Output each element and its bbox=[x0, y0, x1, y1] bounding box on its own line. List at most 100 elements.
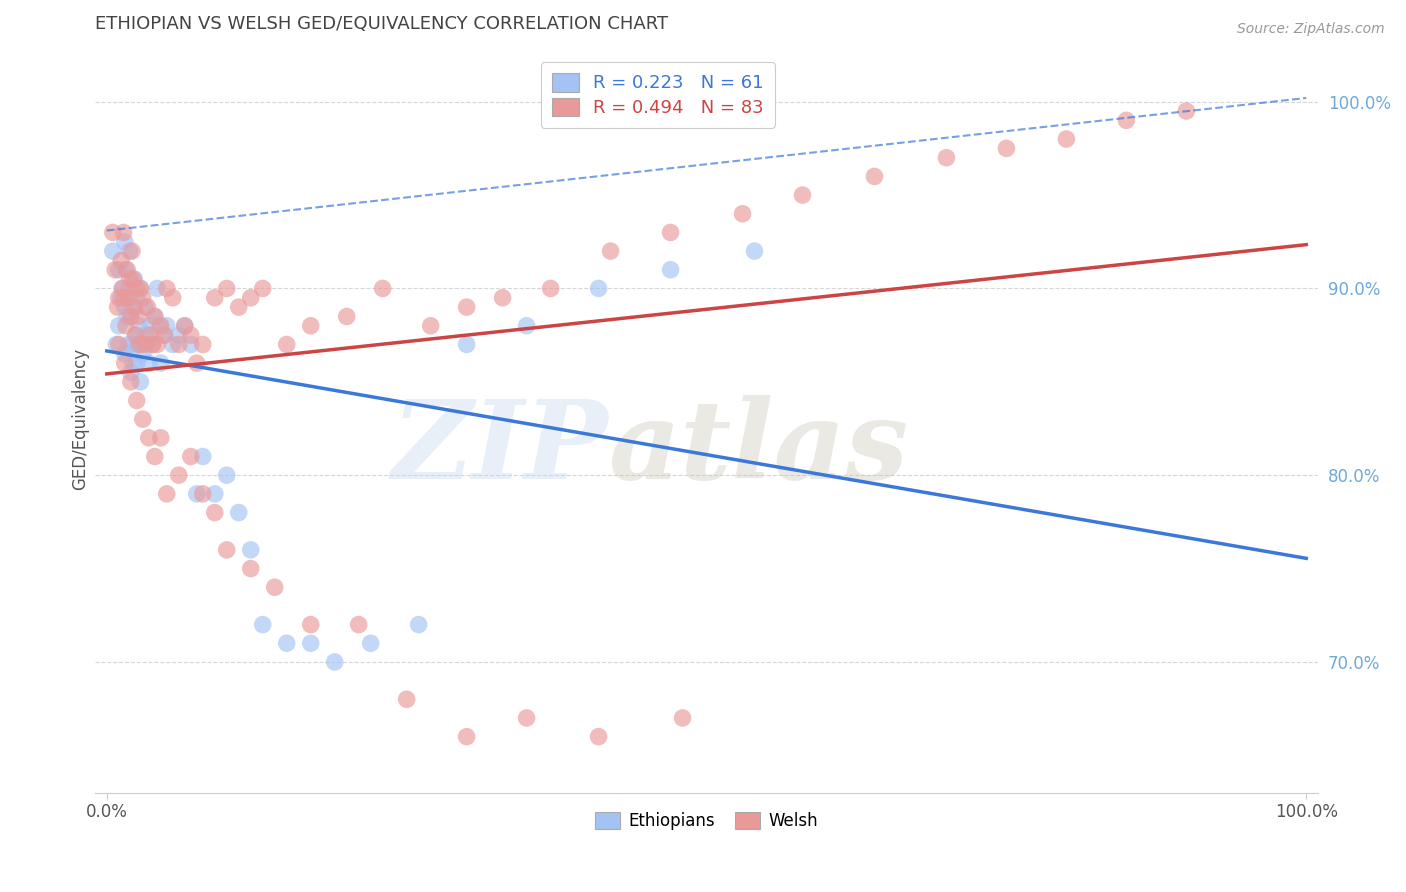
Point bbox=[101, 226, 124, 240]
Point bbox=[204, 487, 226, 501]
Point bbox=[180, 328, 202, 343]
Point bbox=[115, 310, 138, 324]
Point bbox=[110, 253, 132, 268]
Point bbox=[139, 318, 162, 333]
Point bbox=[117, 337, 139, 351]
Point bbox=[731, 207, 754, 221]
Point bbox=[456, 300, 478, 314]
Point bbox=[540, 281, 562, 295]
Point bbox=[149, 356, 172, 370]
Point bbox=[149, 431, 172, 445]
Point bbox=[107, 262, 129, 277]
Point bbox=[1175, 103, 1198, 118]
Point bbox=[239, 561, 262, 575]
Point bbox=[173, 318, 195, 333]
Point bbox=[117, 291, 139, 305]
Point bbox=[186, 487, 208, 501]
Point bbox=[114, 300, 136, 314]
Point bbox=[408, 617, 430, 632]
Point bbox=[104, 262, 127, 277]
Point bbox=[299, 318, 322, 333]
Point bbox=[252, 281, 274, 295]
Point bbox=[129, 375, 152, 389]
Point bbox=[191, 487, 214, 501]
Point bbox=[125, 281, 148, 295]
Point bbox=[162, 291, 184, 305]
Point bbox=[135, 328, 157, 343]
Point bbox=[323, 655, 346, 669]
Point bbox=[132, 412, 155, 426]
Point bbox=[228, 506, 250, 520]
Point bbox=[180, 337, 202, 351]
Point bbox=[124, 328, 146, 343]
Point bbox=[125, 356, 148, 370]
Point bbox=[122, 272, 145, 286]
Text: atlas: atlas bbox=[609, 395, 908, 503]
Point bbox=[395, 692, 418, 706]
Point bbox=[125, 393, 148, 408]
Point bbox=[792, 188, 814, 202]
Point bbox=[107, 318, 129, 333]
Point bbox=[139, 328, 162, 343]
Point bbox=[252, 617, 274, 632]
Point bbox=[124, 328, 146, 343]
Point bbox=[120, 310, 142, 324]
Point bbox=[491, 291, 513, 305]
Point bbox=[167, 328, 190, 343]
Point bbox=[215, 281, 238, 295]
Point bbox=[143, 310, 166, 324]
Point bbox=[863, 169, 886, 184]
Point bbox=[156, 487, 179, 501]
Point bbox=[114, 291, 136, 305]
Point bbox=[156, 318, 179, 333]
Point bbox=[110, 291, 132, 305]
Point bbox=[132, 347, 155, 361]
Point bbox=[146, 281, 169, 295]
Y-axis label: GED/Equivalency: GED/Equivalency bbox=[72, 348, 89, 491]
Point bbox=[134, 337, 156, 351]
Point bbox=[148, 318, 170, 333]
Point bbox=[121, 244, 143, 258]
Point bbox=[118, 244, 141, 258]
Point bbox=[263, 580, 285, 594]
Point bbox=[143, 450, 166, 464]
Point bbox=[276, 337, 298, 351]
Point bbox=[1054, 132, 1077, 146]
Point bbox=[122, 356, 145, 370]
Point bbox=[599, 244, 621, 258]
Text: ZIP: ZIP bbox=[392, 395, 609, 503]
Point bbox=[744, 244, 766, 258]
Point bbox=[228, 300, 250, 314]
Point bbox=[107, 300, 129, 314]
Point bbox=[156, 281, 179, 295]
Point bbox=[111, 281, 134, 295]
Point bbox=[299, 617, 322, 632]
Point bbox=[215, 468, 238, 483]
Point bbox=[114, 356, 136, 370]
Point bbox=[118, 272, 141, 286]
Point bbox=[112, 226, 135, 240]
Point bbox=[114, 235, 136, 249]
Point bbox=[671, 711, 693, 725]
Point bbox=[129, 281, 152, 295]
Point bbox=[162, 337, 184, 351]
Point bbox=[122, 300, 145, 314]
Point bbox=[128, 337, 150, 351]
Point bbox=[167, 337, 190, 351]
Point bbox=[173, 318, 195, 333]
Point bbox=[276, 636, 298, 650]
Point bbox=[360, 636, 382, 650]
Point bbox=[141, 337, 163, 351]
Point bbox=[588, 281, 610, 295]
Point bbox=[107, 291, 129, 305]
Point bbox=[132, 291, 155, 305]
Point bbox=[101, 244, 124, 258]
Point bbox=[456, 337, 478, 351]
Point bbox=[516, 711, 538, 725]
Point bbox=[127, 337, 149, 351]
Point bbox=[299, 636, 322, 650]
Point bbox=[347, 617, 370, 632]
Point bbox=[153, 328, 176, 343]
Point bbox=[336, 310, 359, 324]
Point bbox=[186, 356, 208, 370]
